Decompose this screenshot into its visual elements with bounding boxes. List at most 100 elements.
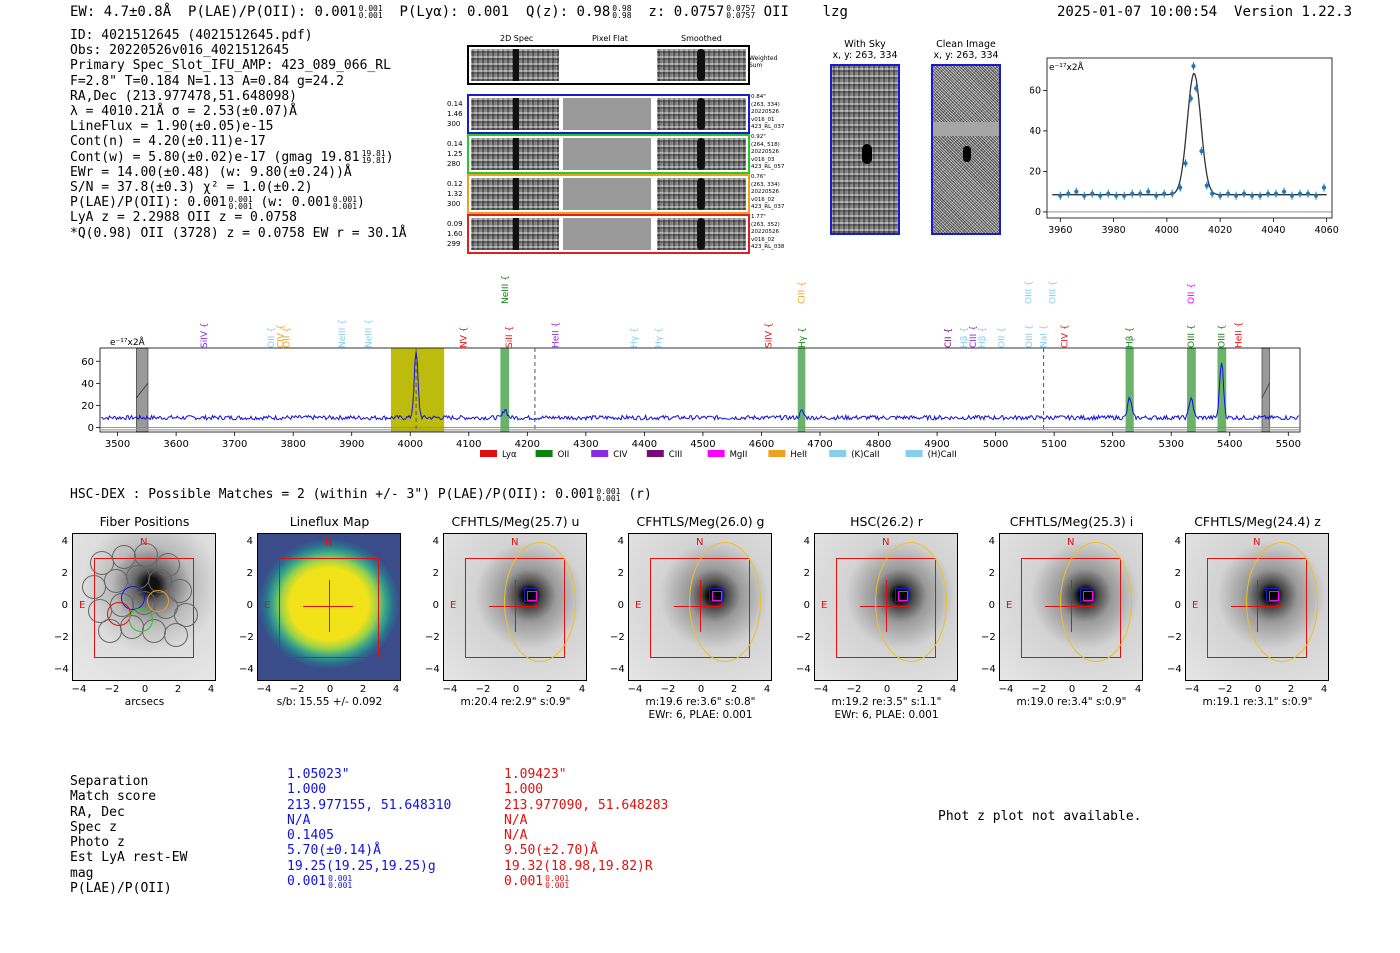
full-spectrum-plot: SiIV {OII {CIV {OII {NeIII {NeIII {NV {N… <box>81 275 1301 460</box>
spectral-line-label: NeIII { <box>501 275 511 304</box>
fiber-info: 1.77" <box>751 214 766 220</box>
column-divider <box>653 96 656 132</box>
x-tick-label: 0 <box>141 684 149 695</box>
full-x-tick-label: 4900 <box>924 439 949 450</box>
fiber-info: 0.84" <box>751 94 766 100</box>
crosshair-v <box>329 580 330 632</box>
spectral-line-label: Hγ { <box>654 327 664 348</box>
header-ew: EW: 4.7±0.8Å <box>70 4 172 20</box>
fiber-circle <box>164 623 188 647</box>
full-x-tick-label: 4700 <box>807 439 832 450</box>
frac-hi: 0.001 <box>358 4 383 13</box>
match1-lya-ew: 5.70(±0.14)Å <box>287 843 381 859</box>
header-qz: Q(z): 0.98 <box>525 4 611 20</box>
frac-lo: 0.001 <box>596 493 621 503</box>
match2-lya-ew: 9.50(±2.70)Å <box>504 843 598 859</box>
x-tick-label: 4 <box>578 684 586 695</box>
y-tick-label: 2 <box>246 568 253 579</box>
spectral-line-label: OIII { <box>1187 324 1197 348</box>
spectral-line-label: NeIII { <box>338 319 348 348</box>
y-tick-label: 4 <box>246 536 253 547</box>
fiber-info: v016_02 <box>751 236 775 243</box>
phot-z-message: Phot z plot not available. <box>938 809 1142 824</box>
full-x-tick-label: 4500 <box>690 439 715 450</box>
fiber-right-info: 1.77" (263, 352) 20220526 v016_02 423_RL_038 <box>751 214 784 252</box>
match1-separation: 1.05023" <box>287 767 350 782</box>
north-label: N <box>696 537 704 548</box>
label-separation: Separation <box>70 774 149 789</box>
clean-image-mask <box>933 122 999 136</box>
header-timestamp: 2025-01-07 10:00:54 <box>1057 4 1218 20</box>
match1-spec-z: N/A <box>287 812 311 828</box>
meta-lya-z: LyA z = 2.2988 OII z = 0.0758 <box>70 210 297 226</box>
y-tick-label: −4 <box>425 664 440 675</box>
fiber-circle-green <box>129 608 153 632</box>
fiber-info: 20220526 <box>751 229 779 236</box>
spec2d-col-title: Pixel Flat <box>592 34 628 43</box>
header-plya: P(Lyα): 0.001 <box>399 4 510 20</box>
aperture-box <box>279 558 379 658</box>
spectral-line-label: Hβ { <box>978 327 988 348</box>
spectral-line-label: Hβ { <box>1126 327 1136 348</box>
zoom-data-point <box>1170 191 1175 196</box>
frac-hi: 0.001 <box>332 194 358 204</box>
clean-image-xy: x, y: 263, 334 <box>933 50 999 61</box>
spectral-line-label: CIII { <box>969 325 979 348</box>
label-plae: P(LAE)/P(OII) <box>70 881 172 897</box>
x-tick-label: 4 <box>207 684 215 695</box>
zoom-y-tick-label: 20 <box>1030 166 1041 177</box>
hsc-headline: HSC-DEX : Possible Matches = 2 (within +… <box>70 487 652 502</box>
full-x-tick-label: 4200 <box>515 439 540 450</box>
spectral-line-label: Hγ { <box>798 327 808 348</box>
match1-mag: 19.25(19.25,19.25)g <box>287 858 436 874</box>
fiber-info: 20220526 <box>751 189 779 196</box>
zoom-data-point <box>1297 191 1303 196</box>
match-box-blue <box>1080 588 1094 602</box>
fiber-info: 423_RL_037 <box>751 204 785 211</box>
x-tick-label: 2 <box>916 684 924 695</box>
x-tick-label: 4 <box>392 684 400 695</box>
cutout-caption: arcsecs <box>124 696 165 708</box>
x-tick-label: 0 <box>697 684 705 695</box>
north-label: N <box>511 537 519 548</box>
zoom-data-point <box>1313 193 1319 198</box>
meta-radec: RA,Dec (213.977478,51.648098) <box>70 88 297 104</box>
match2-plae-frac: 0.001 0.001 <box>545 874 569 889</box>
zoom-data-point <box>1204 183 1209 188</box>
frac-lo: 0.001 <box>328 880 353 890</box>
aperture-ellipse <box>1246 542 1318 662</box>
column-divider <box>560 96 563 132</box>
fiber-right-info: 0.76" (263, 334) 20220526 v016_02 423_RL_037 <box>751 174 784 212</box>
y-tick-label: 0 <box>1174 600 1181 611</box>
with-sky-xy: x, y: 263, 334 <box>832 50 898 61</box>
zoom-data-point <box>1210 191 1215 196</box>
full-x-tick-label: 3500 <box>105 439 130 450</box>
x-tick-label: 4 <box>763 684 771 695</box>
y-tick-label: −2 <box>610 632 625 643</box>
clean-image-title: Clean Image x, y: 263, 334 <box>931 39 1001 61</box>
north-label: N <box>1067 537 1075 548</box>
fiber-circle-orange <box>147 590 169 612</box>
zoom-data-point <box>1281 189 1287 194</box>
meta-cont-n: Cont(n) = 4.20(±0.11)e-17 <box>70 134 266 150</box>
crosshair-h <box>303 606 353 607</box>
match-box-magenta <box>527 591 537 601</box>
zoom-x-tick-label: 4000 <box>1155 225 1179 235</box>
fiber-info: 20220526 <box>751 109 779 116</box>
header-version: Version 1.22.3 <box>1234 4 1353 20</box>
full-y-tick-label: 20 <box>81 401 94 412</box>
spectral-line-label: SiIV { <box>764 322 774 348</box>
fiber-circle-red <box>107 602 131 626</box>
full-plot-frame <box>99 347 1301 433</box>
header-z: z: 0.0757 <box>648 4 725 20</box>
cutout-caption: m:19.2 re:3.5" s:1.1" <box>831 696 942 708</box>
header-line: OII <box>763 4 789 20</box>
match-box-blue <box>1266 588 1280 602</box>
fiber-left-stats: 0.14 1.25 280 <box>447 139 463 169</box>
full-y-tick-label: 40 <box>81 379 94 390</box>
x-tick-label: −2 <box>1031 684 1047 695</box>
label-match-score: Match score <box>70 789 157 805</box>
highlight-band <box>1125 348 1134 432</box>
